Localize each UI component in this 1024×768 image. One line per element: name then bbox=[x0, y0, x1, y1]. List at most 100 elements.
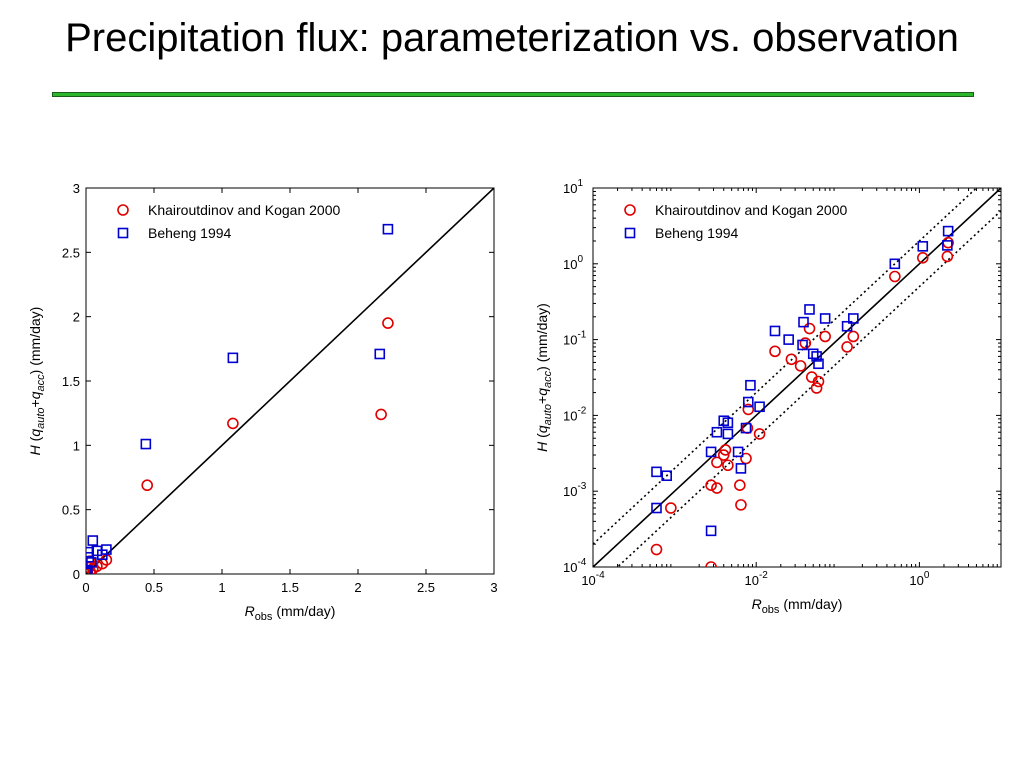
chart1-legend-marker bbox=[117, 227, 129, 239]
chart2-series2-point bbox=[705, 525, 717, 537]
chart1-series2-point bbox=[374, 348, 386, 360]
chart1-x-tick-label: 2 bbox=[354, 580, 361, 595]
chart2-series2-point bbox=[722, 428, 734, 440]
chart2-series2-point bbox=[841, 320, 853, 332]
chart1-y-tick-label: 3 bbox=[73, 181, 80, 196]
chart2-series1-point bbox=[735, 499, 747, 511]
chart2-series1-point bbox=[734, 479, 746, 491]
title-divider bbox=[52, 92, 974, 97]
chart2-series1-point bbox=[889, 270, 901, 283]
chart2-y-tick-label: 10-1 bbox=[563, 330, 587, 348]
chart2-series2-point bbox=[819, 313, 831, 324]
chart2-y-tick-label: 10-3 bbox=[563, 481, 587, 499]
chart2-series2-point bbox=[651, 466, 662, 478]
chart2-series2-point bbox=[848, 313, 859, 324]
chart2-series1-point bbox=[650, 543, 663, 556]
chart2-series1-point bbox=[847, 330, 860, 343]
chart2-series1-point bbox=[841, 341, 853, 353]
chart1-series2-point bbox=[91, 545, 103, 557]
chart2-series2-point bbox=[811, 351, 822, 362]
chart2-series1-point bbox=[717, 449, 730, 461]
chart2-series1-point bbox=[722, 459, 734, 472]
chart2-x-axis-label: Robs (mm/day) bbox=[752, 596, 843, 616]
chart2-series2-point bbox=[804, 304, 815, 315]
chart2-series2-point bbox=[798, 316, 809, 328]
chart2-series2-point bbox=[742, 396, 754, 408]
chart2-series1-point bbox=[753, 428, 766, 440]
chart1-series1-point bbox=[141, 479, 153, 492]
chart2-series1-point bbox=[794, 360, 807, 372]
chart2-series2-point bbox=[651, 502, 662, 514]
chart1-series1-point bbox=[375, 408, 387, 421]
chart2-series2-point bbox=[942, 225, 954, 237]
chart1-series2-point bbox=[86, 564, 93, 574]
chart2-series2-point bbox=[942, 240, 953, 251]
chart2-x-tick-label: 100 bbox=[909, 570, 929, 588]
chart2-series2-point bbox=[705, 446, 717, 458]
chart1-y-tick-label: 1.5 bbox=[62, 374, 80, 389]
chart2-series1-point bbox=[941, 250, 954, 263]
chart2-series1-point bbox=[665, 502, 677, 514]
chart2-y-tick-label: 10-4 bbox=[563, 557, 587, 575]
chart1-y-tick-label: 2.5 bbox=[62, 245, 80, 260]
chart2-series1-point bbox=[769, 345, 781, 358]
chart1-series2-point bbox=[382, 223, 394, 235]
chart1-x-tick-label: 1 bbox=[218, 580, 225, 595]
chart2-series1-point bbox=[711, 482, 723, 494]
chart1-x-axis-label: Robs (mm/day) bbox=[245, 603, 336, 623]
chart2-legend-marker bbox=[624, 227, 636, 239]
slide-title: Precipitation flux: parameterization vs.… bbox=[65, 16, 959, 60]
chart2-series1-point bbox=[705, 479, 717, 491]
chart2-series2-point bbox=[740, 422, 752, 434]
chart2-series2-point bbox=[769, 325, 781, 337]
chart1-one-to-one-line bbox=[86, 188, 494, 574]
chart2-series2-point bbox=[797, 339, 808, 351]
chart1-legend-label: Beheng 1994 bbox=[148, 225, 232, 241]
chart2-series2-point bbox=[889, 258, 901, 270]
chart1-x-tick-label: 3 bbox=[490, 580, 497, 595]
chart1-legend-label: Khairoutdinov and Kogan 2000 bbox=[148, 202, 340, 218]
chart1-x-tick-label: 0 bbox=[82, 580, 89, 595]
chart2-series2-point bbox=[735, 463, 747, 474]
chart2-series1-point bbox=[819, 330, 831, 343]
chart2-y-axis-label: H (qauto+qacc) (mm/day) bbox=[534, 303, 554, 452]
chart1-series2-point bbox=[86, 567, 92, 574]
chart2-plot-area bbox=[593, 188, 1001, 567]
chart1-series1-point bbox=[227, 417, 239, 430]
chart1-x-tick-label: 2.5 bbox=[417, 580, 435, 595]
chart2-series1-point bbox=[812, 375, 825, 388]
chart2-legend-label: Khairoutdinov and Kogan 2000 bbox=[655, 202, 847, 218]
chart1-y-tick-label: 0.5 bbox=[62, 503, 80, 518]
chart2-y-tick-label: 101 bbox=[563, 178, 583, 196]
chart2-x-tick-label: 10-2 bbox=[745, 570, 769, 588]
chart2-series1-point bbox=[916, 251, 929, 264]
chart1-x-tick-label: 0.5 bbox=[145, 580, 163, 595]
chart2-series1-point bbox=[705, 561, 717, 567]
chart2-y-tick-label: 10-2 bbox=[563, 405, 587, 423]
chart1-series2-point bbox=[227, 352, 239, 364]
chart1-series2-point bbox=[140, 438, 152, 450]
chart2-series2-point bbox=[783, 334, 794, 345]
chart1-series1-point bbox=[382, 317, 394, 329]
chart1-y-tick-label: 0 bbox=[73, 567, 80, 582]
chart2-series2-point bbox=[813, 358, 824, 370]
chart1-legend-marker bbox=[117, 204, 129, 216]
chart2-series2-point bbox=[711, 426, 723, 438]
chart1-y-tick-label: 1 bbox=[73, 438, 80, 453]
chart1-y-axis-label: H (qauto+qacc) (mm/day) bbox=[27, 307, 47, 456]
chart2-series1-point bbox=[719, 444, 732, 456]
chart2-series1-point bbox=[742, 403, 755, 416]
chart1-x-tick-label: 1.5 bbox=[281, 580, 299, 595]
chart1-series2-point bbox=[87, 535, 99, 546]
chart1-y-tick-label: 2 bbox=[73, 310, 80, 325]
chart2-x-tick-label: 10-4 bbox=[581, 570, 605, 588]
chart2-legend-label: Beheng 1994 bbox=[655, 225, 739, 241]
chart2-series2-point bbox=[722, 417, 734, 429]
chart2-legend-marker bbox=[624, 204, 636, 216]
chart2-series2-point bbox=[661, 470, 672, 482]
chart2-series1-point bbox=[799, 337, 812, 349]
chart2-series1-point bbox=[803, 322, 816, 335]
chart2-series2-point bbox=[917, 241, 929, 252]
